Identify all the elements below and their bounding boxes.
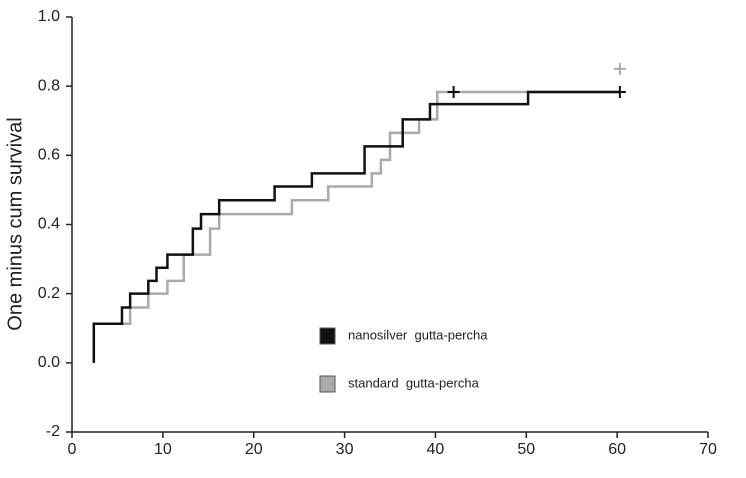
x-tick-label: 40 [427, 441, 445, 458]
y-tick-label: 1.0 [38, 8, 60, 25]
y-axis-label: One minus cum survival [4, 117, 26, 330]
y-tick-label: 0.8 [38, 77, 60, 94]
x-tick-label: 50 [517, 441, 535, 458]
y-tick-label: -2 [46, 423, 60, 440]
x-tick-label: 70 [699, 441, 717, 458]
legend-swatch [319, 375, 336, 393]
x-tick-label: 20 [245, 441, 263, 458]
y-tick-label: 0.2 [38, 285, 60, 302]
x-tick-label: 10 [154, 441, 172, 458]
legend-label: nanosilver gutta-percha [348, 327, 488, 342]
legend-swatch [319, 327, 336, 345]
censor-mark [613, 62, 626, 75]
survival-line [92, 90, 620, 363]
y-tick-label: 0.0 [38, 354, 60, 371]
x-tick-label: 0 [68, 441, 77, 458]
censor-mark [447, 86, 460, 99]
y-tick-label: 0.6 [38, 147, 60, 164]
legend-label: standard gutta-percha [348, 375, 480, 390]
survival-line [92, 90, 620, 363]
x-tick-label: 60 [608, 441, 626, 458]
censor-mark [613, 86, 626, 99]
x-tick-label: 30 [336, 441, 354, 458]
y-tick-label: 0.4 [38, 216, 60, 233]
